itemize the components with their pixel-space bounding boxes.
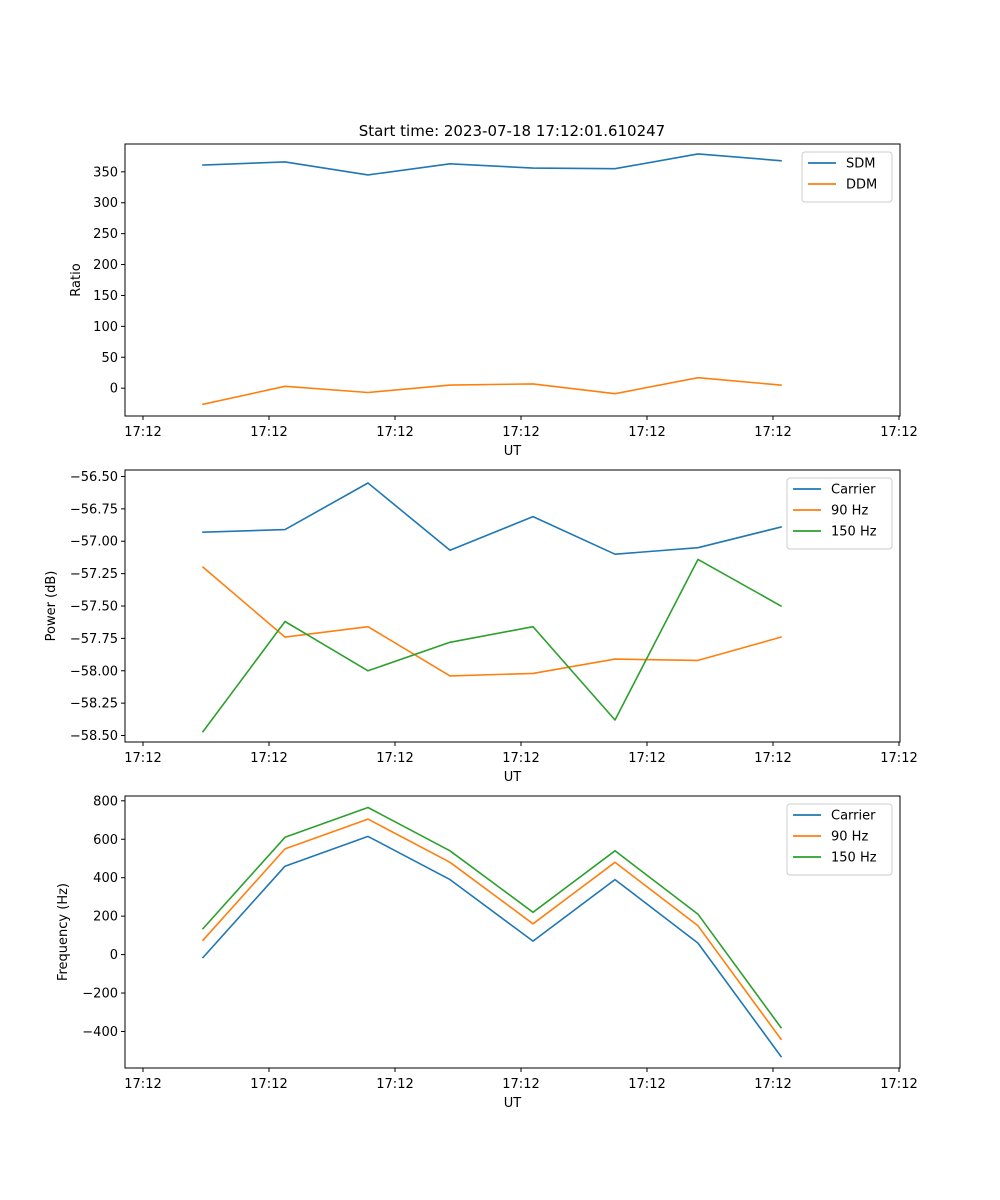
figure-title: Start time: 2023-07-18 17:12:01.610247	[359, 122, 665, 140]
frequency-xtick-label: 17:12	[250, 1077, 287, 1092]
ratio-legend-box	[801, 151, 893, 203]
frequency-series-150-hz-line	[201, 806, 783, 1029]
frequency-xtick-label: 17:12	[124, 1077, 161, 1092]
ratio-ytick-label: 100	[93, 320, 118, 335]
frequency-ytick-label: 200	[93, 910, 118, 925]
power-ytick-label: −57.00	[70, 535, 118, 550]
ratio-legend-label-ddm: DDM	[846, 178, 877, 193]
ratio-ytick-label: 200	[93, 258, 118, 273]
frequency-series-carrier-line	[201, 835, 783, 1058]
ratio-xtick-label: 17:12	[628, 425, 665, 440]
frequency-legend-label-150-hz: 150 Hz	[831, 851, 877, 866]
ratio-ytick-label: 0	[110, 382, 118, 397]
ratio-xtick-label: 17:12	[250, 425, 287, 440]
frequency-ytick-label: −400	[82, 1025, 118, 1040]
power-legend-label-carrier: Carrier	[831, 483, 876, 498]
frequency-ytick-label: 400	[93, 871, 118, 886]
power-series-carrier-line	[202, 482, 782, 556]
ratio-xlabel: UT	[504, 444, 522, 459]
ratio-legend-label-sdm: SDM	[846, 157, 875, 172]
power-ytick-label: −57.50	[70, 600, 118, 615]
ratio-ytick-label: 350	[93, 165, 118, 180]
frequency-ytick-label: 800	[93, 794, 118, 809]
power-ylabel: Power (dB)	[44, 571, 59, 642]
frequency-ylabel: Frequency (Hz)	[56, 883, 71, 981]
frequency-xtick-label: 17:12	[754, 1077, 791, 1092]
ratio-panel: 0 50 100 150 200 250 300 350 17:12 17:12 17:12 17:1…	[69, 143, 918, 459]
ratio-xtick-label: 17:12	[124, 425, 161, 440]
frequency-legend-label-90-hz: 90 Hz	[831, 830, 868, 845]
power-xtick-label: 17:12	[124, 751, 161, 766]
power-legend-label-150-hz: 150 Hz	[831, 525, 877, 540]
power-axes-frame	[124, 469, 901, 743]
power-ytick-label: −57.25	[70, 567, 118, 582]
ratio-ytick-label: 150	[93, 289, 118, 304]
power-ytick-label: −57.75	[70, 632, 118, 647]
frequency-legend-label-carrier: Carrier	[831, 809, 876, 824]
ratio-ytick-label: 50	[101, 351, 118, 366]
frequency-xtick-label: 17:12	[628, 1077, 665, 1092]
frequency-xlabel: UT	[504, 1096, 522, 1111]
power-xtick-label: 17:12	[376, 751, 413, 766]
frequency-ytick-label: 600	[93, 833, 118, 848]
frequency-xtick-label: 17:12	[880, 1077, 917, 1092]
power-panel: −58.50 −58.25 −58.00 −57.75 −57.50 −57.25 −57.…	[44, 469, 918, 785]
power-series-90-hz-line	[201, 565, 782, 677]
power-ytick-label: −58.00	[70, 664, 118, 679]
frequency-ytick-label: 0	[110, 948, 118, 963]
ratio-xtick-label: 17:12	[880, 425, 917, 440]
frequency-xtick-label: 17:12	[502, 1077, 539, 1092]
ratio-series-sdm-line	[202, 153, 782, 176]
frequency-axes-frame	[124, 795, 901, 1069]
power-ytick-label: −58.25	[70, 697, 118, 712]
power-series-150-hz-line	[201, 558, 783, 733]
ratio-xtick-label: 17:12	[502, 425, 539, 440]
ratio-xtick-label: 17:12	[754, 425, 791, 440]
ratio-ytick-label: 300	[93, 196, 118, 211]
frequency-panel: −400 −200 0 200 400 600 800 17:12 17:12 17:12 17:1…	[56, 794, 918, 1111]
frequency-ytick-label: −200	[82, 987, 118, 1002]
power-ytick-label: −56.75	[70, 502, 118, 517]
frequency-xtick-label: 17:12	[376, 1077, 413, 1092]
ratio-axes-frame	[124, 143, 901, 417]
ratio-ytick-label: 250	[93, 227, 118, 242]
power-xlabel: UT	[504, 770, 522, 785]
power-xtick-label: 17:12	[754, 751, 791, 766]
power-xtick-label: 17:12	[628, 751, 665, 766]
ratio-ylabel: Ratio	[69, 263, 84, 296]
power-xtick-label: 17:12	[502, 751, 539, 766]
power-ytick-label: −58.50	[70, 729, 118, 744]
frequency-series-90-hz-line	[201, 818, 783, 1041]
ratio-xtick-label: 17:12	[376, 425, 413, 440]
power-xtick-label: 17:12	[250, 751, 287, 766]
ratio-series-ddm-line	[202, 376, 782, 406]
power-ytick-label: −56.50	[70, 470, 118, 485]
power-xtick-label: 17:12	[880, 751, 917, 766]
power-legend-label-90-hz: 90 Hz	[831, 504, 868, 519]
